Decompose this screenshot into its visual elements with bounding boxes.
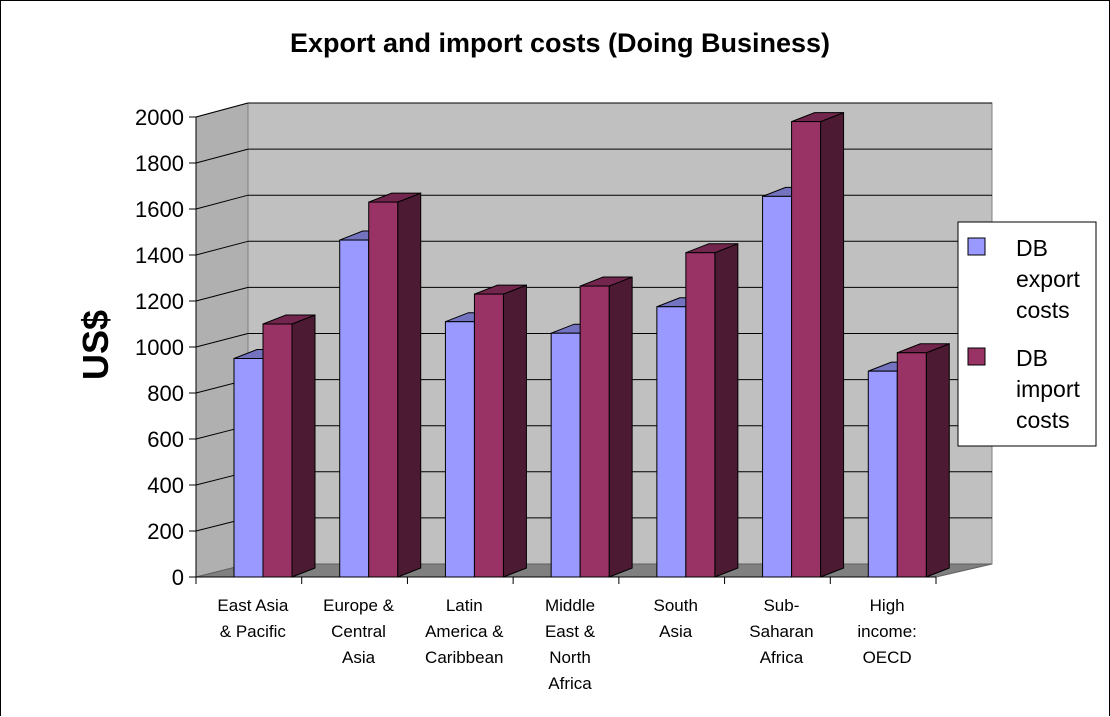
chart-title: Export and import costs (Doing Business) xyxy=(290,28,830,58)
x-tick-label: Latin America & Caribbean xyxy=(425,596,504,667)
grid-line-side xyxy=(195,333,249,348)
y-tick-label: 200 xyxy=(147,519,184,544)
bar-front xyxy=(867,370,898,578)
bar-import-1 xyxy=(368,192,422,578)
x-tick-label: East Asia & Pacific xyxy=(217,596,288,641)
y-axis-label: US$ xyxy=(75,310,116,380)
bar-side xyxy=(714,242,739,578)
bar-front xyxy=(579,285,610,578)
x-tick-label: Middle East & North Africa xyxy=(545,596,596,693)
legend-label-export: DB export costs xyxy=(1016,235,1081,323)
y-tick-label: 400 xyxy=(147,473,184,498)
bar-import-0 xyxy=(262,314,316,578)
grid-line-side xyxy=(195,194,249,210)
y-tick-label: 1000 xyxy=(135,335,184,360)
bar-front xyxy=(685,252,716,578)
bar-side xyxy=(820,111,845,578)
grid-line-side xyxy=(195,286,249,302)
bar-front xyxy=(473,293,504,578)
bar-front xyxy=(233,358,264,578)
bar-side xyxy=(502,284,527,578)
x-tick-labels: East Asia & Pacific Europe & Central Asia Lat… xyxy=(217,596,916,693)
bar-import-3 xyxy=(579,276,633,578)
x-tick-label: Sub-Saharan Africa xyxy=(749,596,813,667)
bar-front xyxy=(368,201,399,578)
bar-import-4 xyxy=(685,242,739,578)
bar-side xyxy=(397,192,422,578)
bar-side xyxy=(291,314,316,578)
y-tick-label: 600 xyxy=(147,427,184,452)
grid-line-side xyxy=(195,148,249,164)
legend-label-import: DB import costs xyxy=(1016,345,1081,433)
y-tick-label: 1800 xyxy=(135,151,184,176)
y-tick-label: 1600 xyxy=(135,197,184,222)
bar-front xyxy=(656,306,687,578)
bars xyxy=(233,111,950,578)
bar-import-5 xyxy=(791,111,845,578)
bar-front xyxy=(762,195,793,578)
legend: DB export costs DB import costs xyxy=(957,221,1097,447)
legend-box xyxy=(957,221,1097,447)
y-tick-label: 1200 xyxy=(135,289,184,314)
bar-side xyxy=(925,343,950,578)
y-tick-label: 2000 xyxy=(135,105,184,130)
x-tick-label: South Asia xyxy=(653,596,697,641)
bar-import-2 xyxy=(473,284,527,578)
bar-front xyxy=(262,323,293,578)
bar-front xyxy=(896,352,927,578)
legend-swatch-export xyxy=(967,237,986,256)
x-tick-label: High income: OECD xyxy=(857,596,917,667)
grid-line-side xyxy=(195,240,249,256)
bar-front xyxy=(339,239,370,578)
grid-line-side xyxy=(195,102,249,118)
bar-front xyxy=(444,321,475,578)
y-tick-label: 0 xyxy=(172,565,184,590)
bar-import-6 xyxy=(896,343,950,578)
y-tick-labels: 0 200 400 600 800 1000 1200 1400 1600 1800 2000 xyxy=(135,105,184,590)
y-tick-label: 800 xyxy=(147,381,184,406)
legend-swatch-import xyxy=(967,347,986,366)
y-tick-label: 1400 xyxy=(135,243,184,268)
bar-side xyxy=(608,276,633,578)
x-tick-label: Europe & Central Asia xyxy=(323,596,395,667)
bar-front xyxy=(791,121,822,578)
bar-front xyxy=(550,332,581,578)
